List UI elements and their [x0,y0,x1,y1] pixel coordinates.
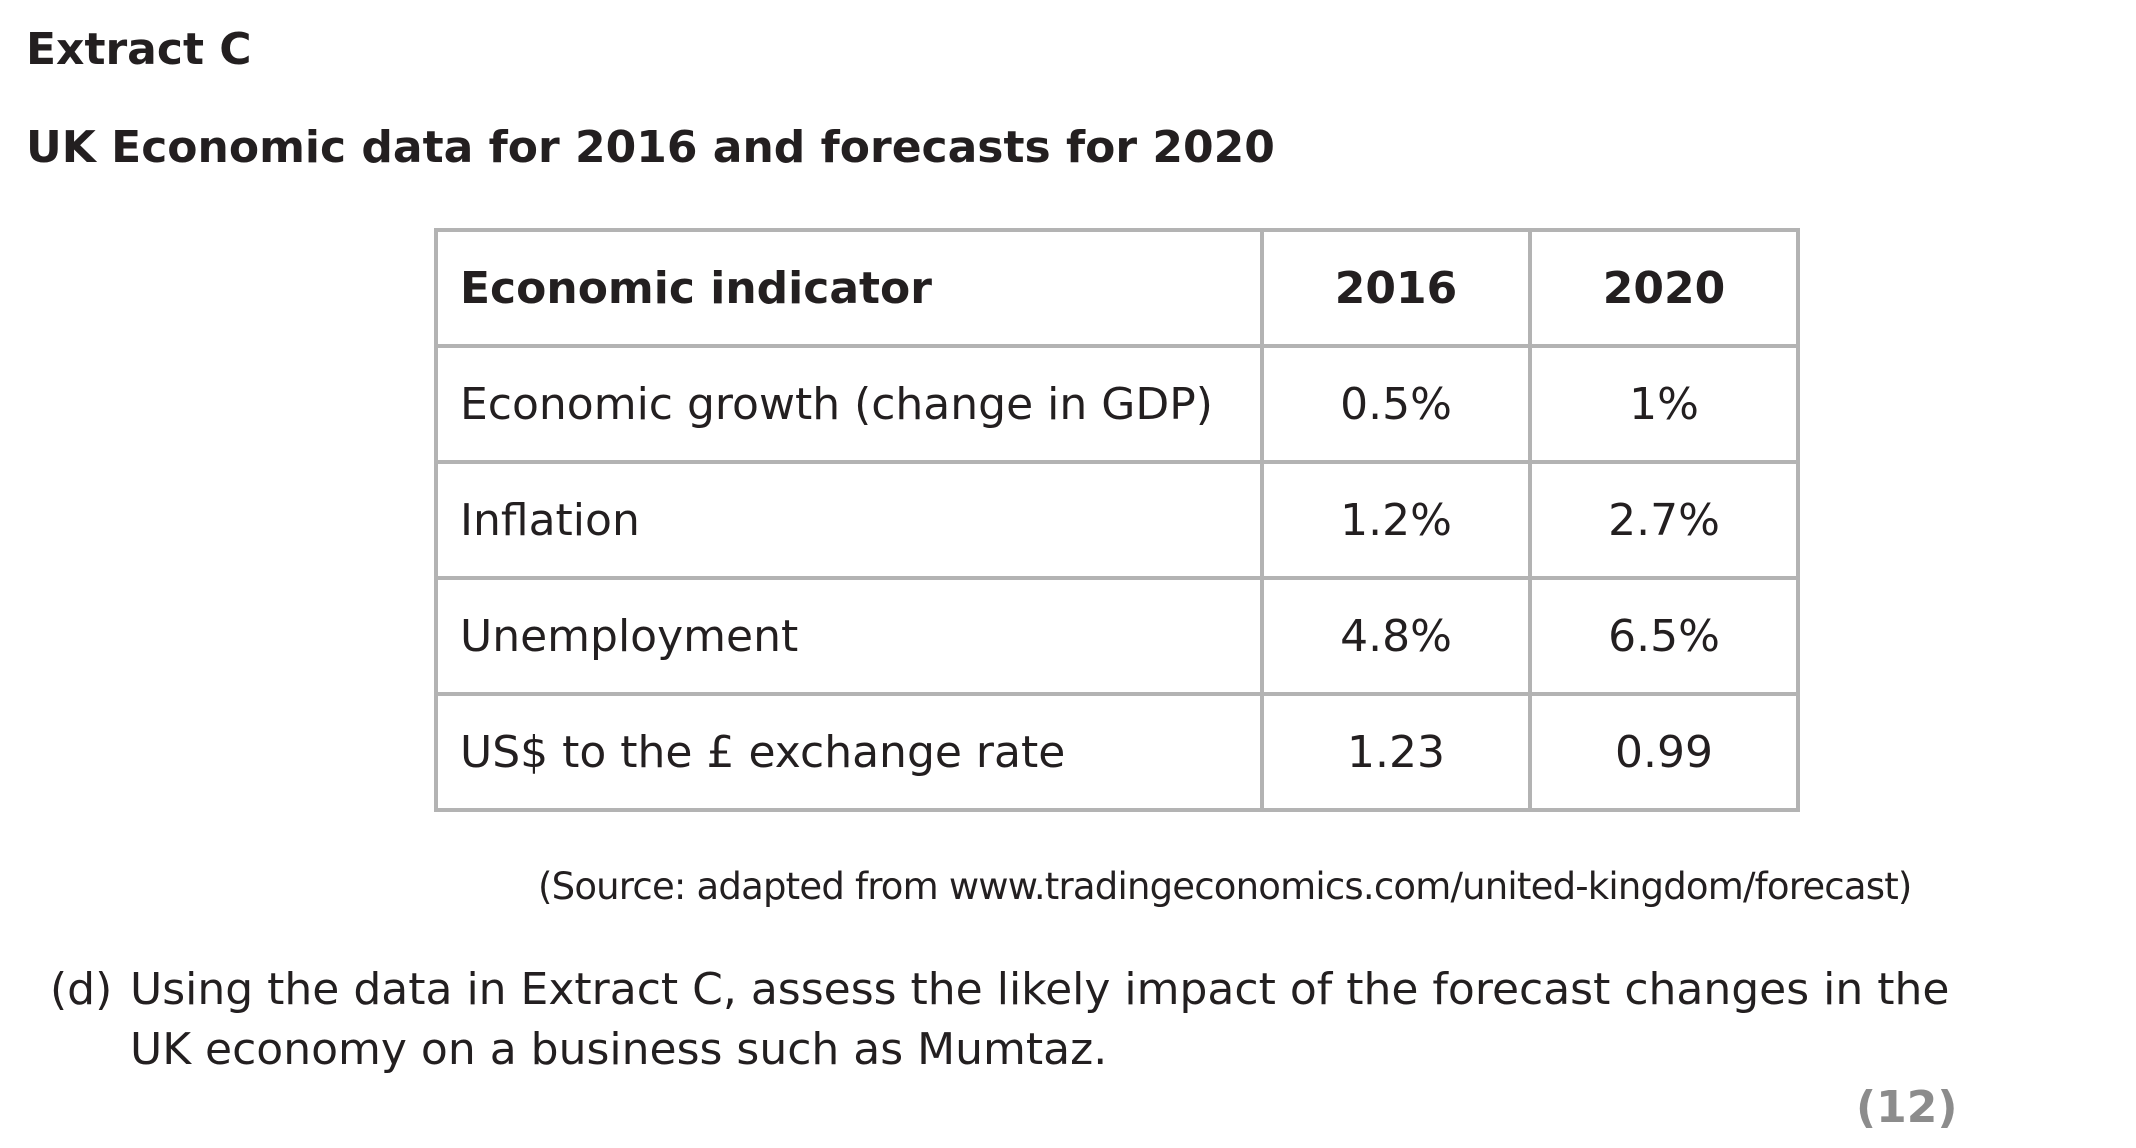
value-2016-cell: 1.23 [1260,692,1532,812]
value-2020-cell: 2.7% [1528,460,1800,580]
header-economic-indicator: Economic indicator [434,228,1264,348]
table-row: Unemployment 4.8% 6.5% [434,576,1800,696]
table-row: Economic growth (change in GDP) 0.5% 1% [434,344,1800,464]
indicator-cell: US$ to the £ exchange rate [434,692,1264,812]
source-citation: (Source: adapted from www.tradingeconomi… [538,865,1912,908]
table-row: Inflation 1.2% 2.7% [434,460,1800,580]
question-line-2: UK economy on a business such as Mumtaz. [130,1024,1108,1075]
value-2020-cell: 6.5% [1528,576,1800,696]
indicator-cell: Unemployment [434,576,1264,696]
indicator-cell: Economic growth (change in GDP) [434,344,1264,464]
question-text: Using the data in Extract C, assess the … [130,960,1950,1080]
table-header-row: Economic indicator 2016 2020 [434,228,1800,348]
value-2016-cell: 4.8% [1260,576,1532,696]
economic-data-table: Economic indicator 2016 2020 Economic gr… [434,228,1800,812]
header-2016: 2016 [1260,228,1532,348]
table-row: US$ to the £ exchange rate 1.23 0.99 [434,692,1800,812]
extract-subtitle: UK Economic data for 2016 and forecasts … [26,122,1275,173]
value-2020-cell: 0.99 [1528,692,1800,812]
question-label: (d) [50,964,113,1015]
header-2020: 2020 [1528,228,1800,348]
value-2016-cell: 0.5% [1260,344,1532,464]
value-2020-cell: 1% [1528,344,1800,464]
indicator-cell: Inflation [434,460,1264,580]
extract-title: Extract C [26,24,252,75]
value-2016-cell: 1.2% [1260,460,1532,580]
marks-allocation: (12) [1856,1082,1958,1133]
question-line-1: Using the data in Extract C, assess the … [130,964,1950,1015]
